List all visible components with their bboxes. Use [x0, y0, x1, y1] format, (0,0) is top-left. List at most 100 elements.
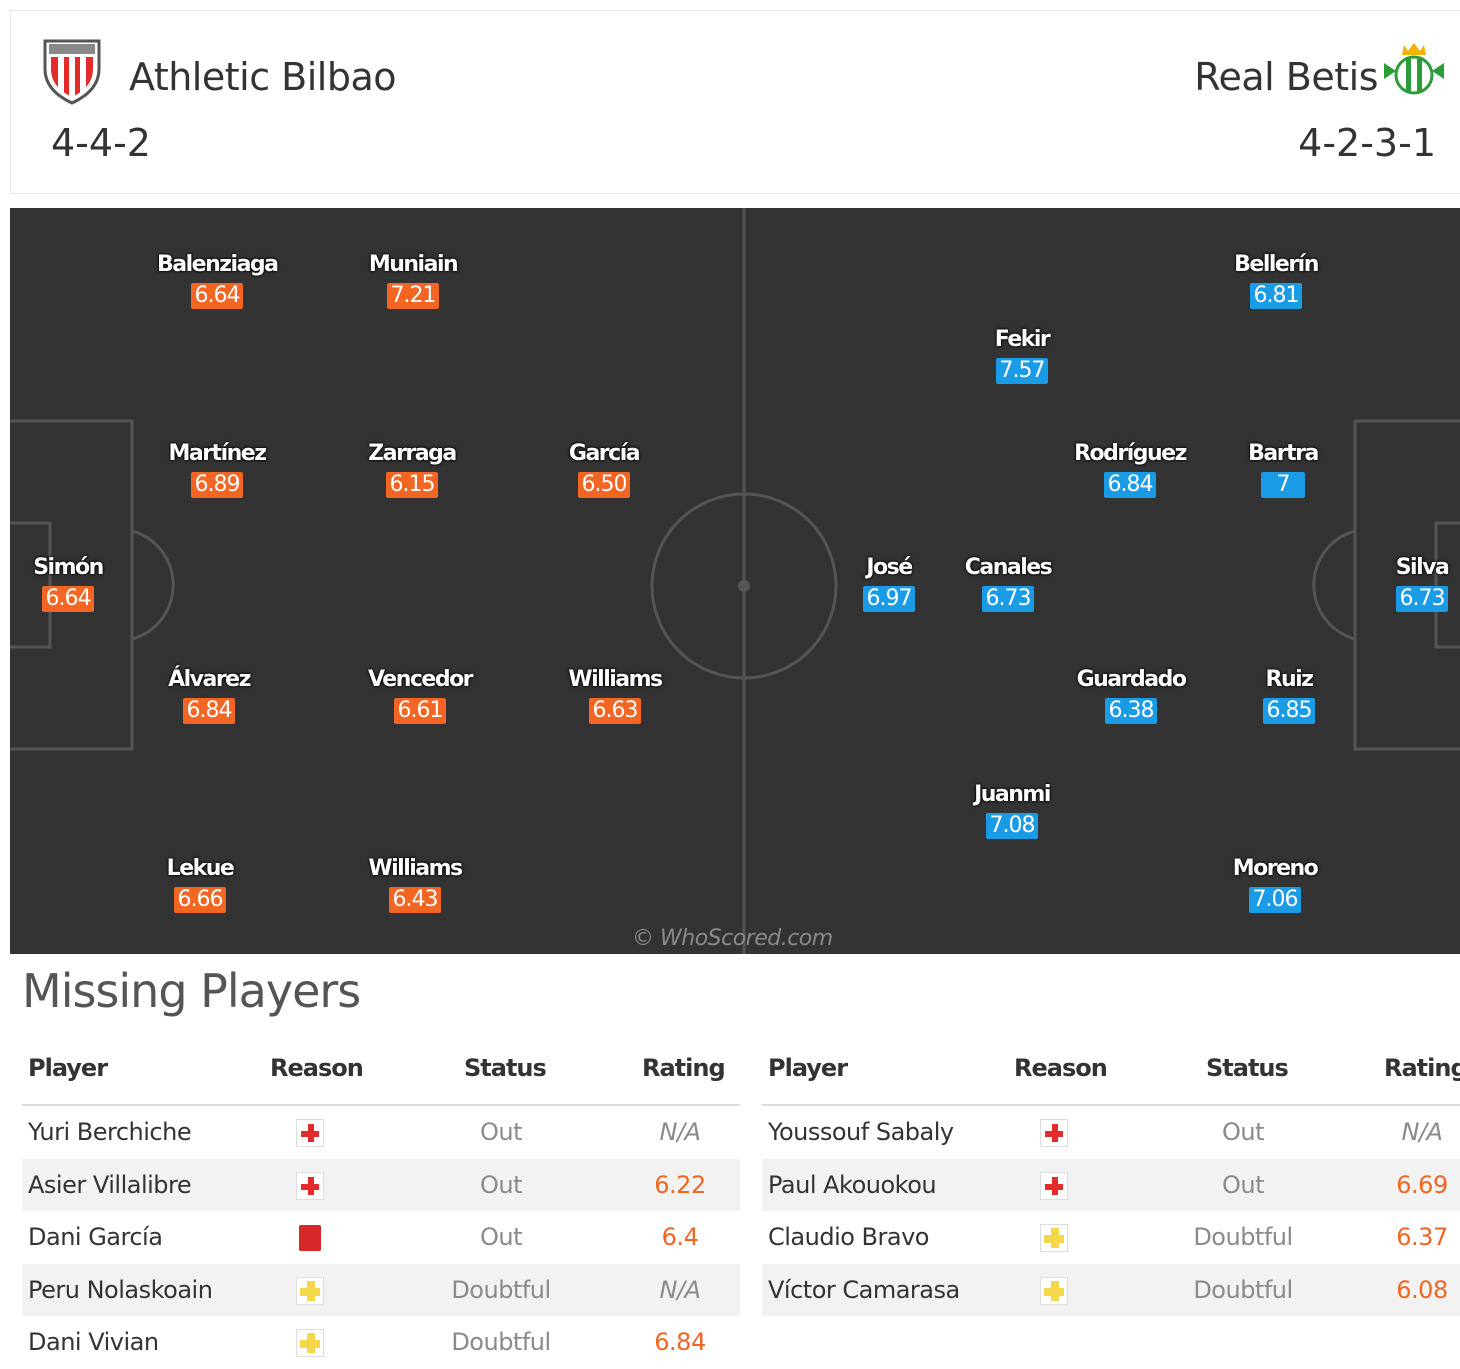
player-name: Zarraga: [368, 441, 457, 466]
missing-player-name[interactable]: Dani Vivian: [28, 1328, 159, 1356]
doubtful-icon: [1040, 1224, 1068, 1252]
player-name: Silva: [1395, 555, 1450, 580]
home-player[interactable]: Balenziaga 6.64: [157, 252, 279, 309]
column-reason[interactable]: Reason: [1014, 1054, 1108, 1082]
player-rating: 6.64: [41, 586, 95, 612]
real-betis-crest-icon: [1384, 43, 1444, 95]
missing-rating: 6.84: [654, 1328, 706, 1356]
player-rating: 6.50: [577, 472, 631, 498]
missing-status: Out: [479, 1170, 523, 1199]
home-player[interactable]: Martínez 6.89: [157, 441, 277, 498]
player-rating: 6.15: [385, 472, 439, 498]
pitch-markings: [10, 208, 1460, 954]
column-player[interactable]: Player: [768, 1054, 848, 1082]
home-player[interactable]: Vencedor 6.61: [360, 667, 480, 724]
player-rating: 6.61: [393, 698, 447, 724]
away-player[interactable]: Rodríguez 6.84: [1070, 441, 1190, 498]
missing-rating: 6.69: [1396, 1170, 1448, 1199]
away-player[interactable]: Ruiz 6.85: [1229, 667, 1349, 724]
home-player[interactable]: Williams 6.43: [355, 856, 475, 913]
missing-status: Doubtful: [1193, 1275, 1293, 1304]
away-player[interactable]: José 6.97: [829, 555, 949, 612]
column-status[interactable]: Status: [1206, 1054, 1289, 1082]
pitch: Balenziaga 6.64 Muniain 7.21 Martínez 6.…: [10, 208, 1460, 954]
home-player[interactable]: García 6.50: [544, 441, 664, 498]
table-header: Player Reason Status Rating: [762, 1048, 1460, 1106]
player-rating: 7.21: [386, 283, 440, 309]
player-name: Williams: [568, 667, 663, 692]
missing-player-name[interactable]: Asier Villalibre: [28, 1170, 192, 1199]
player-rating: 6.73: [981, 586, 1035, 612]
athletic-bilbao-crest-icon: [43, 39, 101, 105]
missing-rating: 6.37: [1396, 1223, 1448, 1251]
missing-player-name[interactable]: Yuri Berchiche: [28, 1118, 192, 1146]
column-player[interactable]: Player: [28, 1054, 108, 1082]
player-name: Moreno: [1232, 856, 1319, 881]
injury-icon: [296, 1119, 324, 1147]
player-rating: 6.63: [588, 698, 642, 724]
player-name: Fekir: [994, 327, 1051, 352]
away-player[interactable]: Moreno 7.06: [1215, 856, 1335, 913]
injury-icon: [296, 1171, 324, 1200]
away-player[interactable]: Guardado 6.38: [1071, 667, 1191, 724]
column-reason[interactable]: Reason: [270, 1054, 364, 1082]
missing-player-name[interactable]: Peru Nolaskoain: [28, 1275, 213, 1304]
column-rating[interactable]: Rating: [1384, 1054, 1460, 1082]
player-rating: 6.84: [1103, 472, 1157, 498]
player-rating: 7.57: [995, 358, 1049, 384]
player-name: Bartra: [1248, 441, 1319, 466]
player-name: Juanmi: [974, 782, 1051, 807]
table-row: Asier Villalibre Out 6.22: [22, 1158, 740, 1211]
player-rating: 7.06: [1248, 887, 1302, 913]
home-player[interactable]: Williams 6.63: [555, 667, 675, 724]
column-rating[interactable]: Rating: [642, 1054, 726, 1082]
away-missing-table: Player Reason Status Rating Youssouf Sab…: [762, 1048, 1460, 1316]
missing-status: Doubtful: [1193, 1223, 1293, 1251]
table-row: Peru Nolaskoain Doubtful N/A: [22, 1263, 740, 1316]
missing-player-name[interactable]: Víctor Camarasa: [768, 1275, 960, 1304]
table-row: Youssouf Sabaly Out N/A: [762, 1106, 1460, 1159]
player-name: Álvarez: [168, 667, 251, 692]
table-row: Víctor Camarasa Doubtful 6.08: [762, 1263, 1460, 1316]
missing-player-name[interactable]: Claudio Bravo: [768, 1223, 929, 1251]
home-missing-table: Player Reason Status Rating Yuri Berchic…: [22, 1048, 740, 1369]
player-rating: 6.84: [182, 698, 236, 724]
missing-player-name[interactable]: Paul Akouokou: [768, 1170, 937, 1199]
player-rating: 6.64: [190, 283, 244, 309]
away-player[interactable]: Bellerín 6.81: [1216, 252, 1336, 309]
missing-status: Out: [479, 1223, 523, 1251]
player-name: Ruiz: [1265, 667, 1314, 692]
away-team-name[interactable]: Real Betis: [1194, 55, 1378, 99]
table-row: Claudio Bravo Doubtful 6.37: [762, 1211, 1460, 1264]
home-player[interactable]: Lekue 6.66: [140, 856, 260, 913]
home-player[interactable]: Muniain 7.21: [353, 252, 473, 309]
missing-rating: 6.4: [661, 1223, 699, 1251]
home-player[interactable]: Álvarez 6.84: [149, 667, 269, 724]
player-name: Canales: [964, 555, 1053, 580]
player-rating: 6.89: [190, 472, 244, 498]
missing-player-name[interactable]: Dani García: [28, 1223, 163, 1251]
missing-player-name[interactable]: Youssouf Sabaly: [768, 1118, 954, 1146]
missing-rating: N/A: [659, 1275, 701, 1304]
away-player[interactable]: Silva 6.73: [1362, 555, 1460, 612]
column-status[interactable]: Status: [464, 1054, 547, 1082]
away-player[interactable]: Bartra 7: [1223, 441, 1343, 498]
player-rating: 6.38: [1104, 698, 1158, 724]
missing-rating: 6.08: [1396, 1275, 1448, 1304]
missing-rating: N/A: [1401, 1118, 1443, 1146]
player-name: Rodríguez: [1074, 441, 1187, 466]
table-row: Dani García Out 6.4: [22, 1211, 740, 1264]
home-player[interactable]: Zarraga 6.15: [352, 441, 472, 498]
player-rating: 6.43: [388, 887, 442, 913]
missing-status: Out: [1221, 1118, 1265, 1146]
home-team-name[interactable]: Athletic Bilbao: [129, 55, 397, 99]
player-rating: 6.73: [1395, 586, 1449, 612]
away-player[interactable]: Juanmi 7.08: [952, 782, 1072, 839]
table-row: Dani Vivian Doubtful 6.84: [22, 1316, 740, 1369]
injury-icon: [1040, 1171, 1068, 1200]
missing-status: Doubtful: [451, 1328, 551, 1356]
home-player[interactable]: Simón 6.64: [10, 555, 128, 612]
away-player[interactable]: Fekir 7.57: [962, 327, 1082, 384]
match-header: Athletic Bilbao 4-4-2 Real Betis 4-2-3-1: [10, 10, 1460, 194]
away-player[interactable]: Canales 6.73: [948, 555, 1068, 612]
